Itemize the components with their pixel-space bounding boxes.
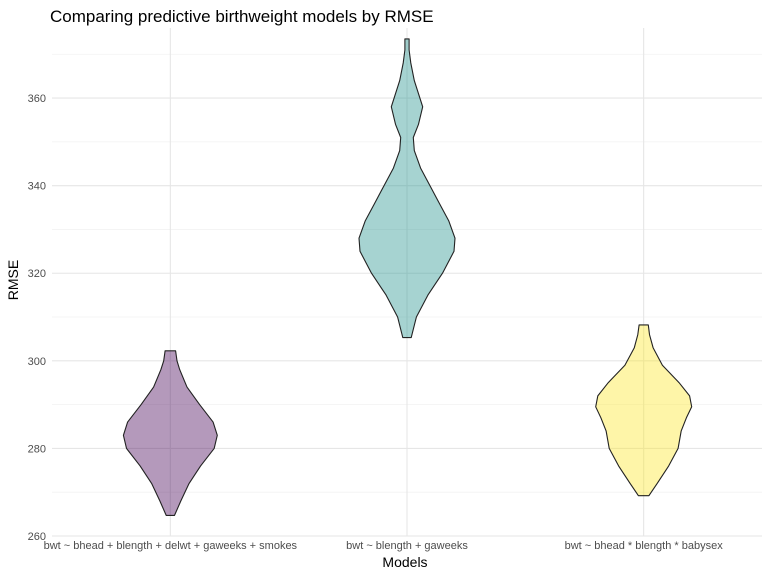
x-tick-label: bwt ~ bhead * blength * babysex <box>565 540 724 552</box>
violin <box>358 38 456 339</box>
y-tick-label: 260 <box>28 531 46 543</box>
violin <box>122 350 218 516</box>
y-tick-label: 340 <box>28 181 46 193</box>
y-tick-label: 320 <box>28 268 46 280</box>
y-tick-label: 280 <box>28 443 46 455</box>
y-tick-label: 300 <box>28 356 46 368</box>
violins <box>122 38 693 516</box>
chart-title: Comparing predictive birthweight models … <box>50 7 434 26</box>
x-tick-labels: bwt ~ bhead + blength + delwt + gaweeks … <box>44 540 724 552</box>
y-tick-label: 360 <box>28 93 46 105</box>
y-tick-labels: 260 280 300 320 340 360 <box>28 93 46 543</box>
y-axis-title: RMSE <box>5 260 21 300</box>
x-tick-label: bwt ~ blength + gaweeks <box>346 540 468 552</box>
x-tick-label: bwt ~ bhead + blength + delwt + gaweeks … <box>44 540 298 552</box>
x-axis-title: Models <box>382 554 427 570</box>
violin <box>595 324 693 497</box>
grid <box>52 28 762 537</box>
